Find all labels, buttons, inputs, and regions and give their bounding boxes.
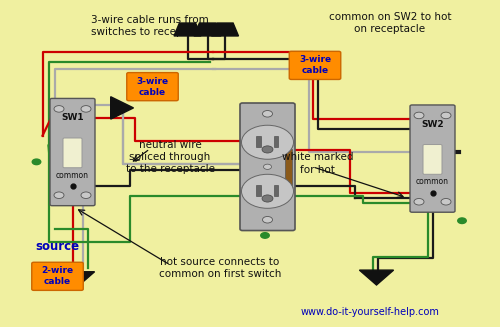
Circle shape bbox=[81, 192, 91, 198]
Circle shape bbox=[242, 185, 251, 191]
Circle shape bbox=[262, 216, 272, 223]
Text: hot source connects to
common on first switch: hot source connects to common on first s… bbox=[159, 257, 281, 279]
Circle shape bbox=[54, 192, 64, 198]
Circle shape bbox=[262, 111, 272, 117]
Circle shape bbox=[441, 112, 451, 119]
Circle shape bbox=[54, 106, 64, 112]
Circle shape bbox=[414, 112, 424, 119]
FancyBboxPatch shape bbox=[50, 98, 95, 206]
Circle shape bbox=[242, 174, 294, 208]
Polygon shape bbox=[174, 23, 201, 36]
Polygon shape bbox=[212, 23, 238, 36]
Bar bbox=[274, 136, 278, 147]
Polygon shape bbox=[110, 97, 134, 119]
Text: 3-wire
cable: 3-wire cable bbox=[136, 77, 168, 97]
FancyBboxPatch shape bbox=[289, 51, 341, 79]
Text: 2-wire
cable: 2-wire cable bbox=[42, 266, 74, 286]
Circle shape bbox=[242, 143, 251, 148]
Circle shape bbox=[242, 125, 294, 159]
Text: 3-wire
cable: 3-wire cable bbox=[299, 55, 331, 76]
Circle shape bbox=[264, 164, 272, 169]
FancyBboxPatch shape bbox=[423, 145, 442, 174]
Text: common on SW2 to hot
on receptacle: common on SW2 to hot on receptacle bbox=[329, 12, 451, 34]
Circle shape bbox=[262, 146, 273, 153]
Circle shape bbox=[414, 198, 424, 205]
FancyBboxPatch shape bbox=[32, 262, 83, 290]
FancyBboxPatch shape bbox=[240, 103, 295, 231]
Circle shape bbox=[458, 218, 466, 224]
FancyBboxPatch shape bbox=[127, 73, 178, 101]
Polygon shape bbox=[360, 270, 394, 285]
Circle shape bbox=[261, 233, 269, 238]
Text: common: common bbox=[56, 171, 89, 180]
Text: www.do-it-yourself-help.com: www.do-it-yourself-help.com bbox=[300, 307, 440, 317]
Circle shape bbox=[284, 185, 293, 191]
Text: white marked
for hot: white marked for hot bbox=[282, 152, 353, 175]
Circle shape bbox=[81, 106, 91, 112]
Circle shape bbox=[32, 159, 41, 165]
FancyBboxPatch shape bbox=[63, 138, 82, 168]
Bar bbox=[274, 185, 278, 196]
Text: SW2: SW2 bbox=[421, 120, 444, 129]
Text: 3-wire cable runs from
switches to receptacle: 3-wire cable runs from switches to recep… bbox=[91, 15, 209, 37]
Bar bbox=[256, 136, 261, 147]
Text: source: source bbox=[36, 240, 80, 253]
Text: common: common bbox=[416, 177, 449, 186]
Bar bbox=[256, 185, 261, 196]
Circle shape bbox=[441, 198, 451, 205]
Bar bbox=[284, 149, 292, 185]
Text: neutral wire
spliced through
to the receptacle: neutral wire spliced through to the rece… bbox=[126, 140, 214, 174]
Circle shape bbox=[284, 143, 293, 148]
Circle shape bbox=[262, 195, 273, 202]
Text: SW1: SW1 bbox=[61, 113, 84, 122]
FancyBboxPatch shape bbox=[410, 105, 455, 212]
Polygon shape bbox=[60, 272, 94, 287]
Polygon shape bbox=[194, 23, 221, 36]
